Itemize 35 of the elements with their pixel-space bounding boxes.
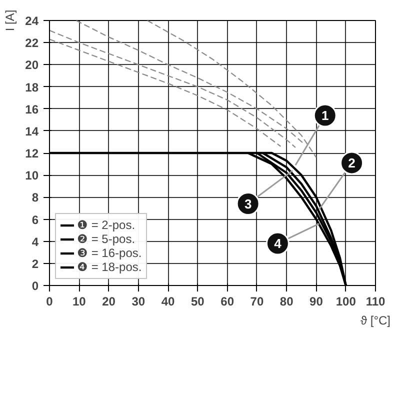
y-tick-label: 10 [25,168,39,183]
x-tick-label: 0 [46,294,54,308]
x-tick-label: 40 [161,294,176,308]
x-tick-label: 10 [72,294,86,308]
x-tick-label: 20 [102,294,116,308]
annotation: 2 [348,155,356,170]
x-tick-label: 70 [250,294,264,308]
x-tick-label: 100 [336,294,356,308]
x-tick-label: 60 [220,294,234,308]
y-tick-label: 16 [25,102,39,116]
annotation: 3 [244,196,252,212]
x-tick-label: 50 [191,294,205,308]
x-tick-label: 80 [280,294,294,308]
x-tick-label: 30 [132,294,146,308]
x-axis-title: ϑ [°C] [360,314,391,328]
legend-label: ❶ = 2-pos. [77,218,136,232]
y-tick-label: 8 [32,190,39,205]
annotation: 4 [274,236,282,252]
y-axis-title: I [A] [3,10,18,32]
y-tick-label: 22 [25,36,39,50]
y-tick-label: 20 [25,58,39,72]
y-tick-label: 14 [25,124,39,138]
x-tick-label: 110 [366,294,386,308]
y-tick-label: 2 [32,256,39,271]
annotation: 1 [322,108,329,123]
y-tick-label: 12 [25,146,39,160]
x-tick-label: 90 [310,294,324,308]
y-tick-label: 0 [32,279,39,293]
legend-label: ❹ = 18-pos. [77,260,142,274]
y-tick-label: 4 [32,234,39,249]
y-tick-label: 24 [25,14,39,28]
legend-label: ❸ = 16-pos. [77,246,142,260]
y-tick-label: 6 [32,212,39,227]
legend-label: ❷ = 5-pos. [77,232,136,246]
y-tick-label: 18 [25,80,39,94]
